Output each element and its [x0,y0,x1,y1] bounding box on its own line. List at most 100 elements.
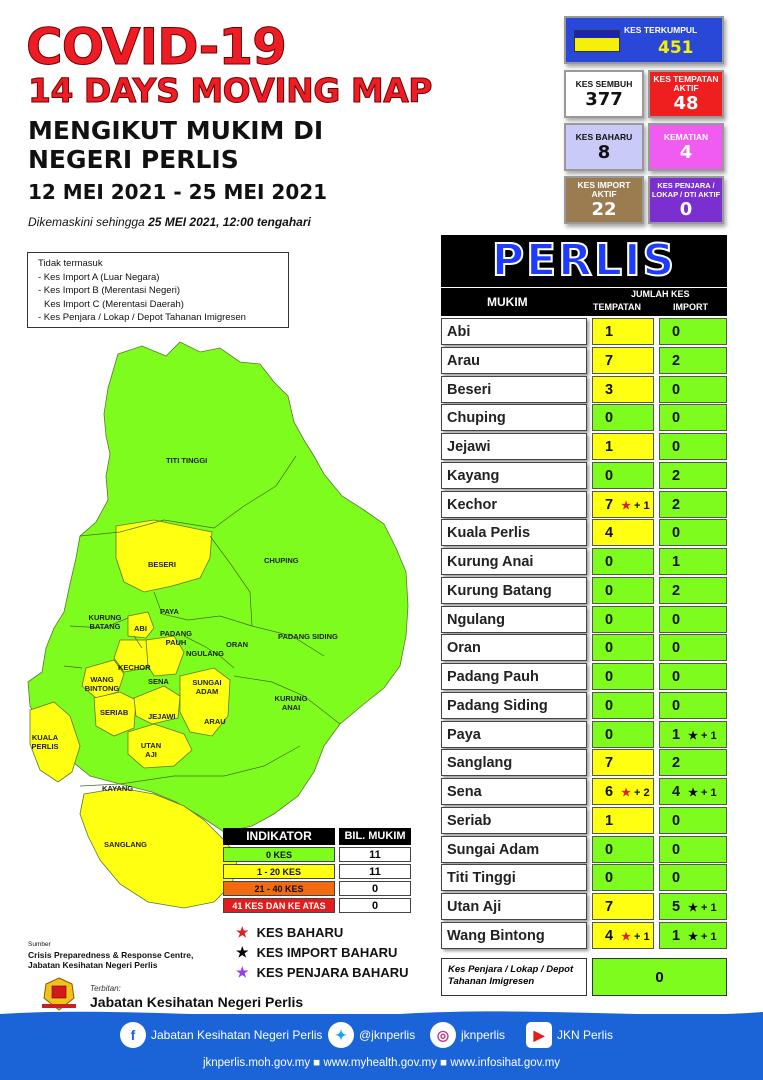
map-label-paya: PAYA [160,607,179,616]
footer-twitter[interactable]: ✦ @jknperlis [328,1022,415,1048]
table-row: Kayang 0 2 [441,461,727,491]
import-value: 0 [672,812,681,829]
stat-baharu-label: KES BAHARU [575,132,633,142]
table-row: Utan Aji 7 5 ★ + 1 [441,893,727,922]
mukim-name: Paya [441,720,587,748]
mukim-name: Chuping [441,404,587,432]
import-cell: 2 [659,346,727,374]
penjara-label: Kes Penjara / Lokap / Depot Tahanan Imig… [441,958,587,996]
mukim-name: Wang Bintong [441,921,587,949]
tempatan-cell: 6 ★ + 2 [592,778,654,805]
mukim-name: Utan Aji [441,893,587,920]
legend-baharu: ★ KES BAHARU [236,924,343,941]
import-cell: 0 [659,318,727,345]
import-value: 1 [672,554,681,570]
updated-value: 25 MEI 2021, 12:00 tengahari [148,215,311,229]
tempatan-value: 1 [605,439,614,455]
import-value: 1 [672,927,681,944]
stat-sembuh-label: KES SEMBUH [575,79,633,89]
new-local-badge: ★ + 1 [621,931,650,943]
footer-instagram[interactable]: ◎ jknperlis [430,1022,505,1048]
footer-facebook[interactable]: f Jabatan Kesihatan Negeri Perlis [120,1022,322,1048]
map-label-kuala-perlis: KUALA PERLIS [31,733,59,751]
table-row: Titi Tinggi 0 0 [441,864,727,893]
tempatan-cell: 7 [592,346,654,374]
mukim-name: Sena [441,778,587,805]
footer-wave [0,1011,763,1022]
map-region-arau [179,667,231,737]
import-cell: 0 [659,691,727,719]
mukim-name: Ngulang [441,605,587,633]
import-value: 0 [672,697,681,714]
import-cell: 2 [659,461,727,489]
map-region-jejawi [133,685,181,725]
title-covid19: COVID-19 [26,18,288,76]
import-cell: 0 [659,404,727,432]
new-import-count: + 1 [701,902,717,914]
map-label-ngulang: NGULANG [186,649,224,658]
import-value: 2 [672,755,681,772]
table-state-header: PERLIS [441,234,727,287]
map-label-wang-bintong: WANG BINTONG [84,675,120,693]
map-label-sanglang: SANGLANG [104,840,147,849]
exclusion-note: Tidak termasuk - Kes Import A (Luar Nega… [27,252,289,328]
import-cell: 2 [659,576,727,604]
map-label-padang-pauh: PADANG PAUH [160,629,192,647]
import-value: 0 [672,841,681,858]
footer-youtube[interactable]: ▶ JKN Perlis [526,1022,613,1048]
mukim-name: Kurung Batang [441,576,587,604]
penjara-value: 0 [592,958,727,996]
map-label-kurung-anai: KURUNG ANAI [274,694,308,712]
source-line1: Crisis Preparedness & Response Centre, [28,950,194,960]
mukim-name: Kayang [441,461,587,489]
mukim-name: Abi [441,318,587,345]
table-row: Jejawi 1 0 [441,433,727,462]
tempatan-value: 0 [605,669,614,685]
import-cell: 0 [659,433,727,460]
stat-import-aktif-value: 22 [591,199,617,220]
stat-sembuh: KES SEMBUH 377 [564,70,644,118]
updated-text: Dikemaskini sehingga 25 MEI 2021, 12:00 … [28,215,311,229]
stat-sembuh-value: 377 [585,89,623,110]
map-label-oran: ORAN [226,640,249,649]
subtitle-line1: MENGIKUT MUKIM DI [28,116,324,145]
footer-urls[interactable]: jknperlis.moh.gov.my ■ www.myhealth.gov.… [202,1057,561,1069]
map-label-sungai-adam: SUNGAI ADAM [192,678,222,696]
table-row: Sena 6 ★ + 2 4 ★ + 1 [441,778,727,807]
import-cell: 0 [659,634,727,662]
tempatan-cell: 7 [592,893,654,920]
stat-tempatan-aktif-value: 48 [673,93,699,114]
table-row: Sanglang 7 2 [441,749,727,778]
stat-kematian-label: KEMATIAN [663,132,709,142]
import-value: 0 [672,410,681,427]
stat-kematian: KEMATIAN 4 [648,123,724,171]
import-value: 0 [672,439,681,455]
tempatan-cell: 1 [592,318,654,345]
mukim-name: Kuala Perlis [441,519,587,547]
import-value: 2 [672,582,681,599]
import-cell: 0 [659,835,727,863]
import-cell: 2 [659,490,727,518]
mukim-name: Kurung Anai [441,548,587,575]
tempatan-value: 0 [605,410,614,427]
black-star-icon: ★ [688,787,698,799]
terkumpul-flag-icon [574,30,620,52]
source-line2: Jabatan Kesihatan Negeri Perlis [28,960,158,970]
black-star-icon: ★ [688,729,698,742]
red-star-icon: ★ [621,499,631,512]
red-star-icon: ★ [621,930,631,943]
tempatan-value: 0 [605,697,614,714]
import-value: 2 [672,467,681,484]
note-item: - Kes Import A (Luar Negara) [38,271,160,283]
tempatan-cell: 0 [592,404,654,432]
map-label-utan-aji: UTAN AJI [140,741,162,759]
import-cell: 1 ★ + 1 [659,921,727,949]
tempatan-value: 7 [605,352,614,369]
import-value: 2 [672,496,681,513]
tempatan-value: 0 [605,640,614,657]
import-value: 0 [672,669,681,685]
source-block: Sumber Crisis Preparedness & Response Ce… [28,940,193,970]
map-region-main [27,341,409,833]
tempatan-cell: 0 [592,576,654,604]
table-row: Kechor 7 ★ + 1 2 [441,490,727,520]
